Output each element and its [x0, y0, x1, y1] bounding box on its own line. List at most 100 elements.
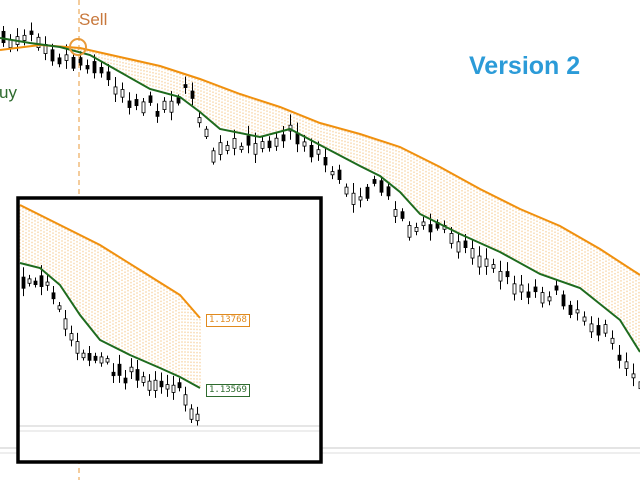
main-candle [64, 54, 69, 61]
main-candle [134, 99, 139, 107]
main-candle [253, 143, 258, 155]
main-candle [533, 286, 538, 293]
main-candle [365, 186, 370, 199]
main-candle [596, 325, 601, 336]
main-candle [169, 100, 174, 113]
main-candle [120, 89, 125, 98]
inset-candle [177, 382, 182, 389]
main-candle [50, 49, 55, 62]
inset-candle [117, 363, 122, 376]
main-candle [456, 241, 461, 253]
main-candle [477, 255, 482, 268]
main-candle [463, 240, 468, 249]
inset-candle [63, 318, 68, 330]
main-candle [92, 61, 97, 74]
inset-candle [105, 358, 110, 363]
main-candle [85, 65, 90, 70]
inset-candle [159, 380, 164, 388]
main-candle [337, 169, 342, 180]
main-candle [113, 86, 118, 95]
inset-candle [21, 276, 26, 289]
inset-candle [165, 384, 170, 390]
inset-candle [195, 413, 200, 422]
main-candle [106, 71, 111, 81]
zoom-inset-background [18, 198, 321, 462]
main-candle [309, 144, 314, 158]
main-candle [414, 227, 419, 232]
main-candle [526, 291, 531, 298]
main-candle [148, 95, 153, 103]
main-candle [631, 373, 636, 379]
main-candle [498, 270, 503, 282]
inset-candle [75, 341, 80, 354]
main-candle [29, 30, 34, 35]
main-candle [36, 36, 41, 48]
inset-candle [57, 305, 62, 310]
main-candle [386, 186, 391, 197]
inset-candle [33, 280, 38, 286]
main-lower-line [0, 37, 640, 353]
main-candle [428, 224, 433, 233]
main-candle [568, 304, 573, 315]
inset-candle [45, 281, 50, 286]
main-candle [204, 128, 209, 138]
main-candle [610, 337, 615, 344]
zoom-inset-chart [19, 204, 201, 427]
inset-candle [99, 356, 104, 364]
main-candle [540, 292, 545, 304]
main-candle [449, 233, 454, 244]
inset-candle [87, 353, 92, 361]
main-candle [344, 186, 349, 195]
main-candle [141, 101, 146, 114]
inset-candle [171, 384, 176, 393]
inset-candle [69, 333, 74, 341]
main-candle [330, 171, 335, 176]
inset-candle [111, 371, 116, 377]
main-candle [78, 57, 83, 66]
main-candle [281, 134, 286, 142]
main-candle [491, 264, 496, 269]
inset-candle [147, 380, 152, 391]
main-candle [575, 309, 580, 314]
main-candle [260, 141, 265, 149]
main-candle [589, 323, 594, 333]
inset-candle [51, 292, 56, 300]
main-candle [582, 316, 587, 322]
main-candle [239, 145, 244, 151]
zoom-inset-frame [16, 196, 323, 464]
main-candle [372, 179, 377, 184]
main-candle [246, 135, 251, 146]
main-candle [218, 142, 223, 155]
main-candle [57, 57, 62, 65]
main-candle [211, 150, 216, 163]
main-candle [197, 117, 202, 124]
main-candle [176, 97, 181, 104]
main-candle [379, 180, 384, 193]
inset-candle [129, 366, 134, 373]
main-candle [547, 296, 552, 302]
main-candle [162, 100, 167, 110]
main-candle [232, 138, 237, 149]
main-candle [561, 294, 566, 307]
main-candle [358, 196, 363, 201]
main-candle [99, 67, 104, 74]
sell-signal-marker[interactable] [69, 38, 87, 56]
main-candle [393, 209, 398, 217]
inset-candle [27, 278, 32, 284]
inset-candle [183, 394, 188, 406]
main-candle [225, 145, 230, 151]
main-candle [22, 34, 27, 41]
main-candle [155, 110, 160, 117]
main-candle [554, 285, 559, 291]
buy-signal-label: uy [0, 83, 17, 102]
main-candle [71, 56, 76, 69]
main-candle [505, 271, 510, 278]
main-candle [190, 90, 195, 99]
inset-candle [153, 379, 158, 391]
inset-candle [93, 355, 98, 361]
lower-line-price-tag: 1.13569 [206, 384, 250, 397]
upper-band-price-tag: 1.13768 [206, 314, 250, 327]
main-candle [407, 225, 412, 238]
version-label: Version 2 [469, 52, 581, 80]
